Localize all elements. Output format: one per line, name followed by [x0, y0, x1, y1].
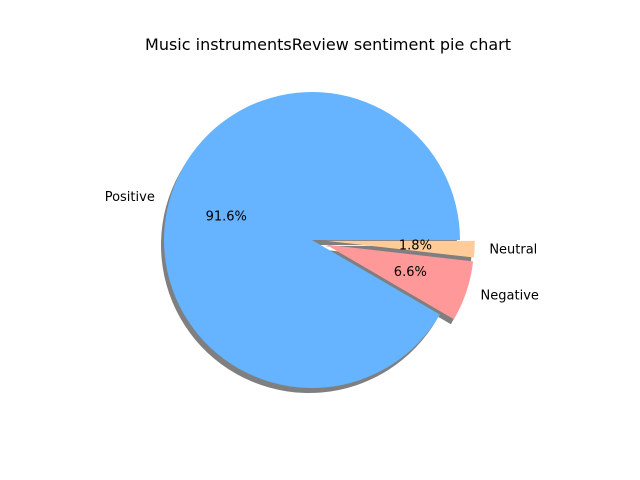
pie-labels: Positive 91.6% Negative 6.6% Neutral 1.8% — [105, 190, 539, 303]
pie-slice-neutral — [326, 240, 475, 258]
pie-pct-label-neutral: 1.8% — [399, 238, 432, 253]
pie-pct-label-positive: 91.6% — [206, 209, 247, 224]
chart-title: Music instrumentsReview sentiment pie ch… — [145, 35, 511, 54]
pie-label-negative: Negative — [481, 288, 539, 303]
pie-slices — [164, 91, 475, 388]
pie-label-neutral: Neutral — [489, 243, 537, 258]
pie-label-positive: Positive — [105, 190, 155, 205]
pie-slice-positive — [164, 91, 461, 388]
pie-pct-label-negative: 6.6% — [394, 265, 427, 280]
pie-slice-negative — [326, 244, 474, 320]
